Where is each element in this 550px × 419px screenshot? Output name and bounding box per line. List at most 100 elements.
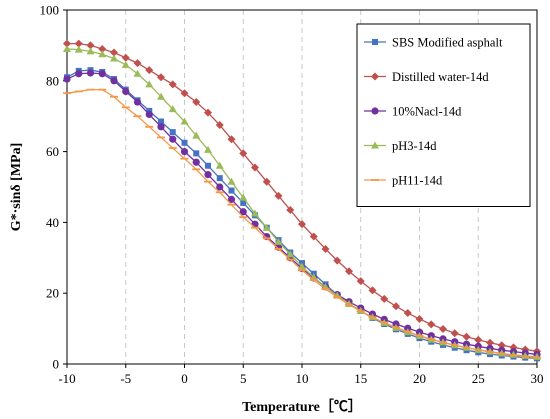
- x-tick-label: 25: [472, 371, 485, 386]
- data-point: [157, 123, 165, 131]
- data-point: [228, 187, 235, 194]
- data-point: [168, 80, 177, 89]
- data-point: [262, 177, 271, 186]
- data-point: [262, 223, 271, 231]
- series-5: [63, 88, 541, 359]
- data-point: [239, 208, 247, 216]
- data-point: [86, 41, 95, 50]
- data-point: [168, 105, 177, 113]
- y-tick-label: 40: [46, 215, 59, 230]
- data-point: [98, 70, 106, 78]
- data-point: [74, 45, 83, 53]
- y-axis-title: G*·sinδ [MPa]: [9, 143, 24, 232]
- legend-marker: [371, 72, 379, 81]
- data-point: [86, 69, 95, 77]
- y-tick-label: 20: [46, 286, 59, 301]
- data-point: [286, 206, 295, 215]
- series-2: [63, 39, 541, 356]
- x-tick-label: 0: [181, 371, 188, 386]
- x-tick-label: 20: [413, 371, 426, 386]
- data-point: [439, 324, 447, 333]
- data-point: [450, 329, 459, 338]
- legend-marker: [372, 39, 378, 45]
- legend-label: pH11-14d: [392, 174, 443, 188]
- data-point: [368, 286, 377, 295]
- data-point: [145, 80, 154, 88]
- data-point: [380, 294, 389, 303]
- legend-label: SBS Modified asphalt: [392, 36, 503, 50]
- data-point: [63, 44, 71, 52]
- series-lines: [63, 39, 541, 362]
- data-point: [204, 145, 212, 153]
- data-point: [169, 129, 176, 136]
- legend: SBS Modified asphalt Distilled water-14d 1…: [356, 23, 531, 207]
- data-point: [227, 195, 236, 203]
- data-point: [122, 87, 130, 96]
- data-point: [110, 77, 118, 85]
- data-point: [98, 50, 107, 58]
- y-tick-label: 0: [53, 357, 60, 372]
- legend-box: [356, 23, 531, 207]
- data-point: [251, 220, 259, 228]
- data-point: [169, 135, 177, 143]
- data-point: [98, 44, 107, 53]
- legend-item: pH11-14d: [364, 174, 443, 188]
- data-point: [86, 47, 95, 55]
- legend-item: Distilled water-14d: [364, 70, 489, 84]
- data-point: [239, 193, 248, 201]
- x-tick-label: 10: [296, 371, 309, 386]
- y-tick-label: 60: [46, 144, 59, 159]
- data-point: [133, 98, 142, 106]
- data-point: [63, 39, 71, 48]
- x-tick-labels: -10 -5 0 5 10 15 20 25 30: [58, 364, 544, 386]
- data-point: [133, 69, 142, 77]
- data-point: [192, 131, 201, 139]
- data-point: [204, 171, 212, 179]
- data-point: [215, 121, 224, 130]
- data-point: [121, 60, 130, 68]
- data-point: [298, 220, 306, 229]
- data-point: [403, 309, 412, 318]
- data-point: [180, 117, 189, 125]
- legend-marker: [371, 107, 379, 115]
- legend-item: pH3-14d: [364, 139, 437, 153]
- data-point: [145, 110, 153, 119]
- data-point: [121, 53, 130, 62]
- data-point: [204, 108, 212, 117]
- data-point: [110, 48, 118, 57]
- data-point: [309, 232, 318, 241]
- data-point: [133, 59, 142, 68]
- data-point: [193, 150, 200, 157]
- data-point: [415, 315, 424, 324]
- data-point: [145, 66, 154, 75]
- data-point: [74, 39, 83, 48]
- data-point: [205, 162, 211, 169]
- x-tick-label: 15: [354, 371, 367, 386]
- data-point: [227, 177, 236, 185]
- data-point: [157, 73, 165, 82]
- x-tick-label: -5: [120, 371, 131, 386]
- data-point: [251, 163, 259, 172]
- data-point: [192, 98, 201, 107]
- data-point: [333, 256, 342, 265]
- data-point: [274, 237, 283, 245]
- legend-item: SBS Modified asphalt: [364, 36, 503, 50]
- legend-label: Distilled water-14d: [392, 70, 489, 84]
- data-point: [240, 199, 247, 206]
- data-point: [75, 70, 83, 78]
- data-point: [192, 158, 200, 166]
- data-point: [427, 320, 436, 329]
- data-point: [462, 332, 471, 341]
- data-point: [180, 89, 189, 98]
- data-point: [274, 191, 283, 200]
- y-tick-labels: 0 20 40 60 80 100: [40, 3, 67, 372]
- x-axis-title: Temperature［℃］: [242, 398, 362, 415]
- legend-marker: [371, 141, 379, 149]
- data-point: [321, 244, 330, 253]
- x-tick-label: -10: [58, 371, 75, 386]
- data-point: [110, 54, 118, 62]
- data-point: [158, 118, 164, 125]
- data-point: [486, 338, 494, 347]
- data-point: [474, 335, 483, 344]
- data-point: [215, 161, 224, 169]
